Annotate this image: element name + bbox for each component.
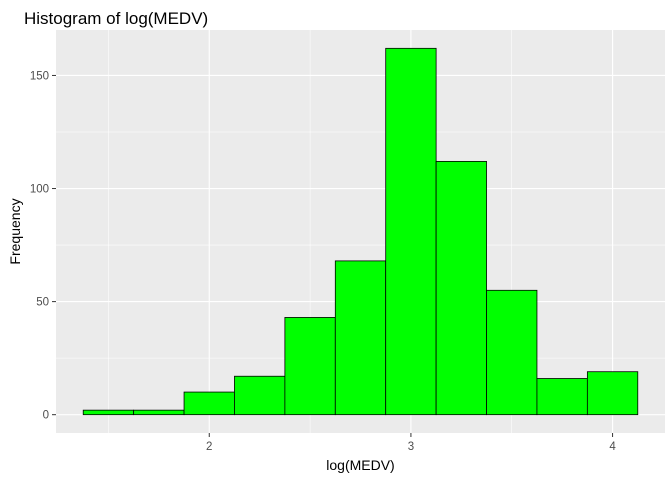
histogram-bar: [284, 317, 336, 416]
histogram-bar: [586, 371, 639, 416]
x-tick-label: 4: [609, 441, 616, 453]
histogram-bar: [234, 375, 286, 416]
histogram-bar: [133, 409, 185, 416]
x-tick-label: 2: [206, 441, 212, 453]
histogram-bar: [82, 409, 135, 416]
y-tick-label: 0: [43, 410, 49, 422]
histogram-bars: [82, 47, 639, 416]
histogram-bar: [435, 160, 487, 416]
x-axis-label: log(MEDV): [326, 457, 394, 473]
histogram-bar: [183, 391, 235, 416]
histogram-bar: [385, 47, 437, 416]
histogram-bar: [536, 378, 588, 416]
y-axis-ticks: 0 50 100 150: [30, 70, 56, 422]
histogram-bar: [486, 289, 538, 416]
histogram-bar: [334, 260, 387, 416]
y-tick-label: 50: [36, 297, 49, 309]
y-tick-label: 100: [30, 184, 49, 196]
y-tick-label: 150: [30, 70, 49, 82]
x-tick-label: 3: [408, 441, 414, 453]
x-axis-ticks: 2 3 4: [206, 433, 616, 453]
y-axis-label: Frequency: [7, 198, 23, 264]
chart-title: Histogram of log(MEDV): [24, 9, 208, 28]
